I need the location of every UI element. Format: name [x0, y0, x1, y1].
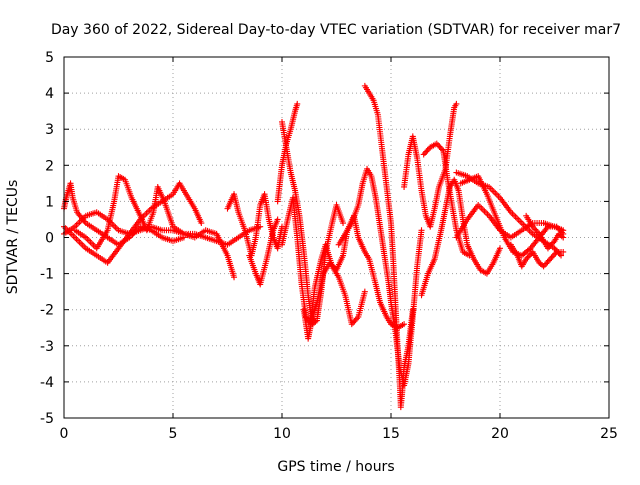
data-point	[433, 140, 440, 147]
data-point	[544, 259, 551, 266]
data-point	[545, 257, 552, 264]
series-PRN-E	[224, 191, 285, 259]
data-point	[274, 216, 281, 223]
data-point	[420, 151, 427, 158]
data-point	[533, 228, 540, 235]
y-tick-label: -1	[40, 267, 54, 283]
x-tick-label: 10	[273, 426, 291, 442]
series-PRN-N	[418, 176, 503, 299]
data-point	[198, 220, 205, 227]
x-tick-label: 5	[169, 426, 178, 442]
y-tick-label: 5	[45, 50, 54, 66]
series-PRN-T	[523, 212, 567, 252]
data-point	[560, 234, 567, 241]
ticks-layer: 0 5 10 15 20 25 -5 -4 -3 -2 -1 0 1 2 3 4 5	[40, 50, 618, 442]
y-tick-label: 1	[45, 194, 54, 210]
data-point	[361, 288, 368, 295]
data-point	[543, 260, 550, 267]
data-point	[422, 150, 429, 157]
data-point	[524, 254, 531, 261]
series-PRN-S	[507, 241, 567, 270]
data-point	[436, 143, 443, 150]
data-point	[350, 319, 357, 326]
series-PRN-F	[246, 216, 281, 288]
data-point	[525, 253, 532, 260]
data-point	[534, 229, 541, 236]
series-PRN-O	[420, 140, 473, 259]
data-point	[540, 263, 547, 270]
data-point	[418, 227, 425, 234]
y-axis-label: SDTVAR / TECUs	[5, 180, 21, 295]
data-point	[352, 316, 359, 323]
data-point	[560, 248, 567, 255]
data-point	[497, 245, 503, 252]
x-tick-label: 25	[600, 426, 618, 442]
data-point	[548, 240, 555, 247]
chart-title: Day 360 of 2022, Sidereal Day-to-day VTE…	[51, 22, 621, 38]
data-point	[328, 261, 335, 268]
series-PRN-M	[401, 100, 460, 230]
series-PRN-C	[61, 180, 187, 248]
data-point	[353, 315, 360, 322]
series-PRN-L	[361, 82, 416, 411]
y-tick-label: -4	[40, 375, 54, 391]
data-point	[523, 256, 530, 263]
data-point	[541, 261, 548, 268]
data-point	[547, 256, 554, 263]
data-point	[529, 223, 536, 230]
data-point	[551, 245, 558, 252]
series-PRN-D	[71, 173, 238, 281]
data-point	[439, 146, 446, 153]
data-point	[424, 147, 431, 154]
data-point	[437, 144, 444, 151]
data-point	[549, 253, 556, 260]
data-point	[231, 274, 238, 281]
y-tick-label: 4	[45, 86, 54, 102]
data-point	[409, 306, 416, 313]
y-tick-label: -2	[40, 303, 54, 319]
data-point	[532, 226, 539, 233]
y-tick-label: 3	[45, 122, 54, 138]
data-point	[329, 262, 336, 269]
data-point	[348, 321, 355, 328]
y-tick-label: 0	[45, 231, 54, 247]
data-point	[435, 142, 442, 149]
data-point	[340, 220, 347, 227]
x-tick-label: 20	[491, 426, 509, 442]
data-point	[423, 148, 430, 155]
data-point	[548, 254, 555, 261]
data-point	[527, 251, 534, 258]
data-point	[294, 100, 301, 107]
data-point	[531, 225, 538, 232]
data-point	[330, 264, 337, 271]
y-tick-label: -5	[40, 411, 54, 427]
data-point	[546, 243, 553, 250]
data-point	[401, 321, 408, 328]
y-tick-label: -3	[40, 339, 54, 355]
x-tick-label: 0	[60, 426, 69, 442]
y-tick-label: 2	[45, 158, 54, 174]
data-point	[560, 227, 567, 234]
data-point	[552, 250, 559, 257]
data-point	[550, 239, 557, 246]
data-point	[326, 259, 333, 266]
data-point	[466, 252, 473, 259]
data-point	[544, 245, 551, 252]
data-point	[547, 242, 554, 249]
data-point	[551, 251, 558, 258]
x-tick-label: 15	[382, 426, 400, 442]
points-layer	[61, 82, 567, 411]
data-point	[351, 318, 358, 325]
x-axis-label: GPS time / hours	[277, 459, 394, 475]
series-PRN-H	[279, 194, 368, 328]
data-point	[453, 100, 460, 107]
